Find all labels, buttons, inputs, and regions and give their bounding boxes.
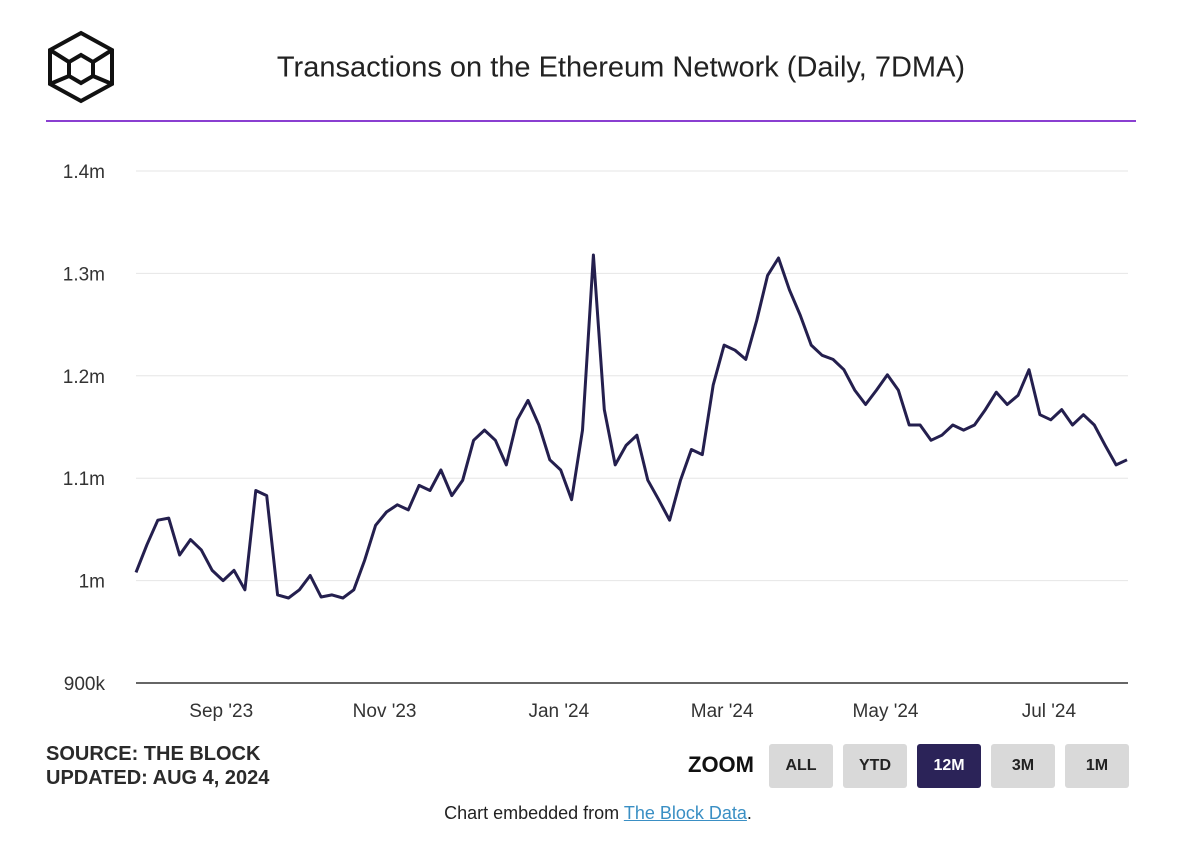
x-tick-label: Jan '24 [528,701,589,722]
footer: Chart embedded from The Block Data. [0,803,1196,824]
y-tick-label: 1.3m [63,264,105,285]
logo [48,30,114,104]
y-tick-label: 900k [64,674,106,695]
y-tick-label: 1.4m [63,162,105,183]
y-tick-label: 1.1m [63,469,105,490]
series-line [134,253,1128,600]
zoom-button[interactable]: 12M [917,744,981,788]
y-tick-label: 1.2m [63,367,105,388]
chart-title: Transactions on the Ethereum Network (Da… [277,52,965,84]
y-tick-label: 1m [79,572,105,593]
x-tick-label: Sep '23 [189,701,253,722]
zoom-button[interactable]: YTD [843,744,907,788]
footer-link[interactable]: The Block Data [623,803,747,823]
x-tick-label: May '24 [853,701,919,722]
zoom-button[interactable]: 3M [991,744,1055,788]
x-tick-label: Nov '23 [353,701,417,722]
footer-text: Chart embedded from [444,803,624,823]
zoom-button[interactable]: ALL [769,744,833,788]
chart: Transactions on the Ethereum Network (Da… [46,30,1136,722]
source: SOURCE: THE BLOCK [46,743,261,765]
zoom-button[interactable]: 1M [1065,744,1129,788]
x-tick-label: Mar '24 [691,701,754,722]
footer-end: . [746,803,752,823]
updated: UPDATED: AUG 4, 2024 [46,767,270,789]
x-tick-label: Jul '24 [1022,701,1077,722]
zoom-label: ZOOM [688,752,754,777]
